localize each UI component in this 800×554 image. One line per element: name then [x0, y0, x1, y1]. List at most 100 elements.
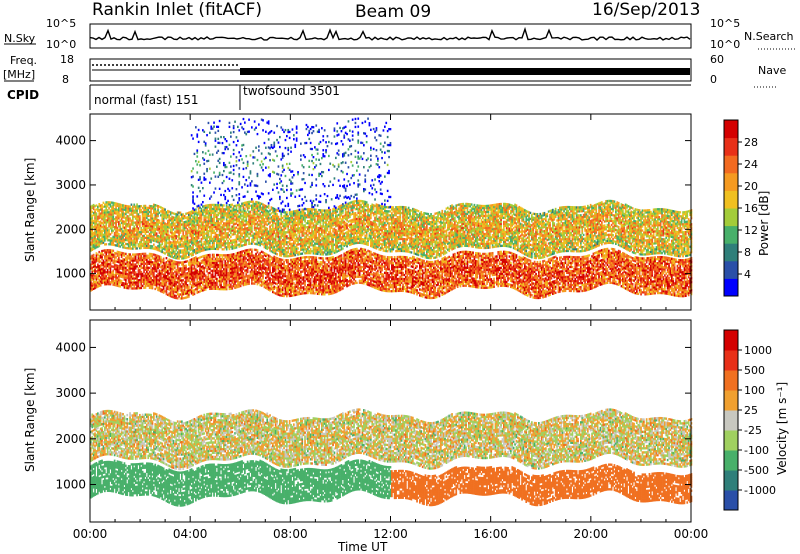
power-cell [164, 224, 166, 227]
power-cell [216, 267, 218, 271]
power-cell [169, 245, 172, 248]
power-cell [176, 291, 179, 294]
power-cell [196, 163, 199, 166]
power-cell [167, 249, 169, 253]
power-cell [95, 260, 98, 263]
power-cell [148, 284, 151, 287]
power-cell [147, 272, 150, 275]
power-cell [189, 233, 192, 236]
power-cell [123, 260, 126, 263]
power-cell [183, 264, 186, 268]
power-cell [209, 215, 211, 219]
nsky-line [89, 26, 691, 41]
power-cell [218, 226, 221, 229]
power-cell [221, 206, 224, 209]
power-cell [97, 283, 99, 286]
power-cell [168, 222, 171, 225]
power-cell [127, 265, 130, 268]
power-cell [151, 261, 154, 264]
power-cell [169, 217, 172, 220]
power-cell [94, 225, 96, 228]
power-cell [90, 237, 92, 240]
power-cell [132, 245, 134, 248]
power-cell [210, 205, 213, 209]
power-cell [182, 285, 185, 288]
power-cell [224, 268, 227, 271]
power-cell [199, 262, 201, 265]
power-cell [120, 209, 123, 213]
power-cell [217, 219, 220, 223]
power-cell [106, 237, 109, 240]
power-cell [147, 246, 150, 249]
power-cell [175, 243, 178, 246]
power-cell [118, 209, 120, 212]
power-cell [112, 211, 115, 214]
power-cell [190, 220, 193, 223]
power-cell [269, 175, 271, 178]
power-cell [185, 274, 187, 277]
power-cell [206, 206, 208, 209]
power-cell [189, 252, 192, 256]
power-cell [120, 215, 123, 219]
power-cell [120, 227, 123, 231]
power-cell [270, 129, 273, 133]
power-cell [109, 209, 112, 212]
power-cell [95, 266, 98, 269]
power-cell [122, 230, 124, 233]
power-cell [90, 281, 92, 284]
power-cell [143, 282, 145, 285]
power-cell [94, 239, 96, 242]
power-cell [232, 164, 235, 168]
power-cell [171, 287, 173, 290]
power-cell [213, 247, 215, 250]
power-cell [112, 249, 115, 252]
power-cell [186, 212, 189, 215]
power-cell [137, 205, 140, 208]
power-cell [141, 234, 144, 238]
power-cell [109, 225, 112, 228]
power-cell [197, 270, 200, 274]
power-cell [224, 288, 227, 291]
power-cell [119, 265, 122, 268]
power-cell [122, 220, 124, 223]
power-cell [144, 236, 147, 239]
power-cell [158, 277, 161, 280]
power-cell [176, 297, 179, 300]
power-cell [109, 271, 112, 274]
power-cell [256, 172, 259, 176]
power-cell [153, 209, 155, 212]
power-cell [196, 155, 199, 158]
power-cell [169, 227, 172, 230]
power-cell [116, 254, 119, 257]
power-cell [224, 286, 227, 289]
power-cell [109, 239, 112, 242]
power-cell [116, 232, 119, 235]
power-cell [126, 255, 129, 258]
power-cell [109, 227, 112, 230]
power-cell [174, 264, 176, 267]
power-cell [146, 256, 148, 259]
power-cell [209, 267, 211, 271]
power-cell [129, 231, 131, 234]
power-cell [129, 261, 131, 264]
power-cell [280, 126, 283, 129]
power-cell [94, 223, 96, 226]
power-cell [207, 226, 210, 229]
power-cell [192, 237, 194, 240]
power-cell [204, 284, 207, 287]
power-cell [185, 248, 187, 251]
power-cell [150, 240, 152, 244]
power-cell [267, 274, 270, 277]
power-cell [192, 207, 194, 210]
power-cell [214, 259, 217, 263]
power-cell [111, 221, 113, 224]
power-cell [213, 211, 215, 215]
power-cell [213, 229, 215, 233]
power-cell [221, 254, 224, 257]
power-cell [193, 211, 196, 214]
power-cell [214, 285, 217, 288]
power-cell [207, 206, 210, 209]
power-cell [224, 260, 227, 263]
power-cell [105, 201, 108, 204]
power-cell [108, 235, 110, 238]
